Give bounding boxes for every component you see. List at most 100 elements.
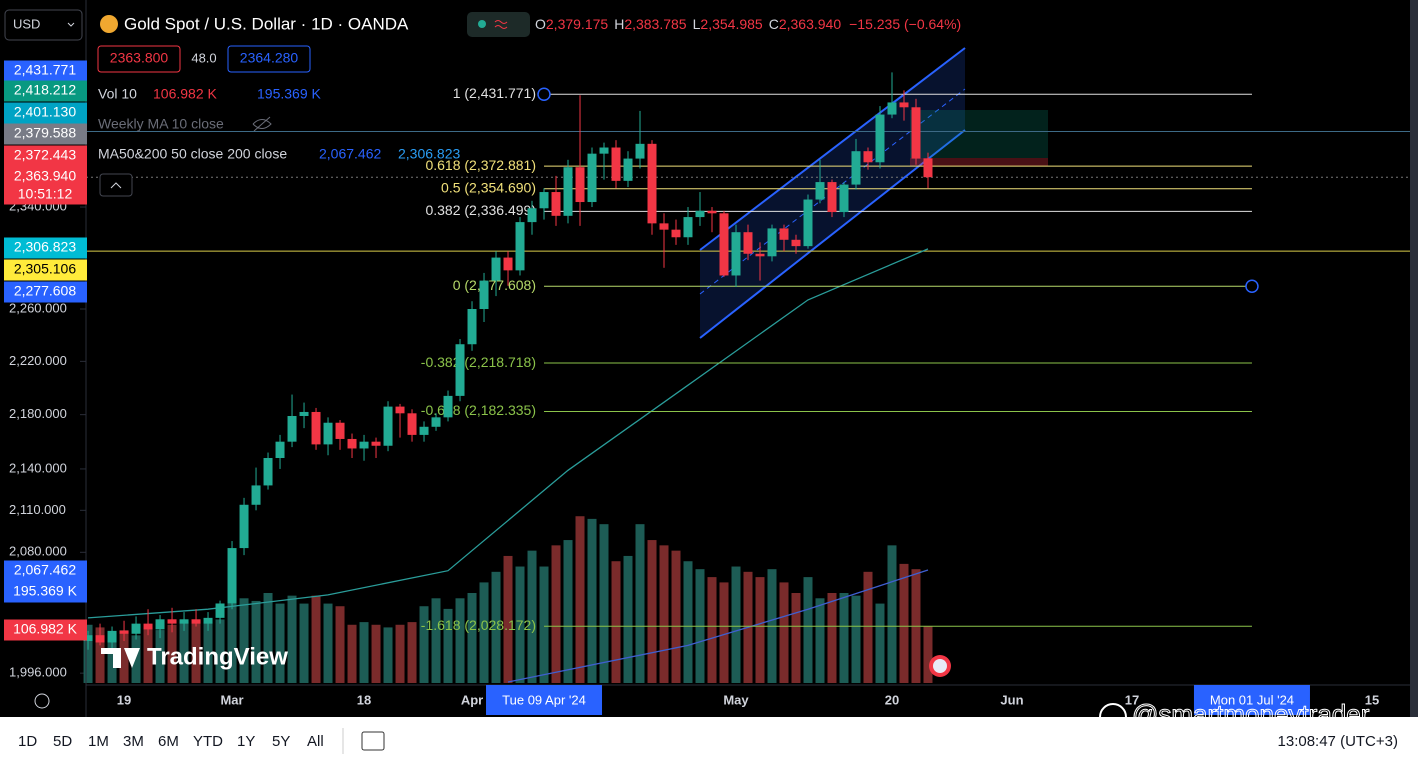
candle-body <box>875 114 885 163</box>
y-tick-label: 2,110.000 <box>9 502 66 517</box>
candle-body <box>155 619 165 630</box>
candle-body <box>539 192 549 209</box>
sell-button[interactable] <box>97 45 181 73</box>
candle-body <box>707 210 717 214</box>
range-button[interactable]: All <box>307 733 324 750</box>
candle-body <box>923 158 933 178</box>
volume-bar <box>83 624 93 683</box>
volume-bar <box>551 545 561 683</box>
x-axis <box>0 685 1410 717</box>
volume-bar <box>455 598 465 683</box>
overlay: USD Gold Spot / U.S. Dollar · 1D · OANDA… <box>4 9 961 677</box>
candle-body <box>203 617 213 624</box>
volume-bar <box>179 622 189 683</box>
candle-body <box>359 441 369 449</box>
candle-body <box>659 223 669 230</box>
range-button[interactable]: 5D <box>53 733 72 750</box>
range-button[interactable]: 1D <box>18 733 37 750</box>
volume-bar <box>671 550 681 683</box>
volume-bar <box>719 582 729 683</box>
candle-body <box>395 406 405 414</box>
change: −15.235 (−0.64%) <box>849 16 961 32</box>
volume-bar <box>683 561 693 683</box>
settings-icon[interactable] <box>34 693 50 709</box>
candle-body <box>851 151 861 185</box>
candle-body <box>671 229 681 238</box>
candle-body <box>467 309 477 345</box>
candle-body <box>899 102 909 108</box>
candle-body <box>815 182 825 200</box>
volume-bar <box>311 595 321 683</box>
indicator-name: MA50&200 50 close 200 close <box>98 146 287 162</box>
logo: TradingView <box>147 643 288 670</box>
volume-bar <box>851 595 861 683</box>
volume-bar <box>167 624 177 683</box>
scrollbar <box>1410 0 1418 717</box>
price-tag <box>4 281 87 303</box>
collapse-button[interactable] <box>99 173 133 197</box>
candle-body <box>191 619 201 624</box>
x-tick-label: Jun <box>1000 692 1023 707</box>
volume-bar <box>347 624 357 683</box>
candle-body <box>779 228 789 240</box>
watermark-icon <box>1099 703 1127 731</box>
range-button[interactable]: 6M <box>158 733 179 750</box>
volume-bar <box>539 566 549 683</box>
moving-average <box>507 569 929 683</box>
volume-bar <box>887 545 897 683</box>
volume-bar <box>479 582 489 683</box>
bottom-toolbar <box>0 717 1418 763</box>
x-tick-label: 20 <box>885 692 899 707</box>
x-highlight-label: Tue 09 Apr '24 <box>502 692 586 707</box>
candle-body <box>143 623 153 630</box>
volume-bar <box>707 577 717 683</box>
range-button[interactable]: YTD <box>193 733 223 750</box>
fib-handle <box>1245 279 1259 294</box>
fib-label: 0.618 (2,372.881) <box>425 157 536 173</box>
buy-button[interactable] <box>227 45 311 73</box>
hidden-icon[interactable] <box>252 116 272 132</box>
volume-bar <box>419 606 429 683</box>
price-tag <box>4 581 87 603</box>
title: Gold Spot / U.S. Dollar · 1D · OANDA <box>124 14 409 33</box>
candle-body <box>563 167 573 216</box>
candle-body <box>239 504 249 549</box>
channel-lower <box>699 129 966 339</box>
candle-body <box>479 280 489 310</box>
status-icon <box>494 20 508 29</box>
volume-bar <box>779 582 789 683</box>
range-button[interactable]: 3M <box>123 733 144 750</box>
price-tag-label: 2,305.106 <box>14 261 76 277</box>
ohlc-value: 2,383.785 <box>624 16 686 32</box>
candle-body <box>719 213 729 276</box>
ohlc-value: 2,379.175 <box>546 16 608 32</box>
status-pill[interactable] <box>467 12 530 37</box>
candle-body <box>695 210 705 218</box>
candle-body <box>635 143 645 159</box>
price-tag <box>4 123 87 145</box>
indicator-value: 106.982 K <box>153 86 217 102</box>
volume-bar <box>899 563 909 683</box>
volume-bar <box>203 622 213 683</box>
fib-label: -0.618 (2,182.335) <box>421 402 536 418</box>
volume-bar <box>815 598 825 683</box>
candle-body <box>767 228 777 257</box>
toolbar: 13:08:47 (UTC+3) @smartmoneytrader 1D 5D 1… <box>18 698 1398 754</box>
calendar-icon[interactable] <box>361 731 385 751</box>
range-button[interactable]: 1Y <box>237 733 255 750</box>
event-flag-inner <box>933 659 947 673</box>
candle-body <box>227 548 237 604</box>
range-button[interactable]: 5Y <box>272 733 290 750</box>
position-stop <box>910 158 1048 166</box>
volume-bar <box>443 608 453 683</box>
candle-body <box>107 630 117 643</box>
ohlc-key: L <box>693 16 701 32</box>
candle-body <box>887 102 897 115</box>
symbol-select[interactable] <box>4 9 83 41</box>
range-button[interactable]: 1M <box>88 733 109 750</box>
volume-bar <box>383 627 393 683</box>
x-tick-label: 15 <box>1365 692 1379 707</box>
volume-bar <box>227 603 237 683</box>
candle-body <box>131 623 141 634</box>
ohlc-key: C <box>769 16 779 32</box>
